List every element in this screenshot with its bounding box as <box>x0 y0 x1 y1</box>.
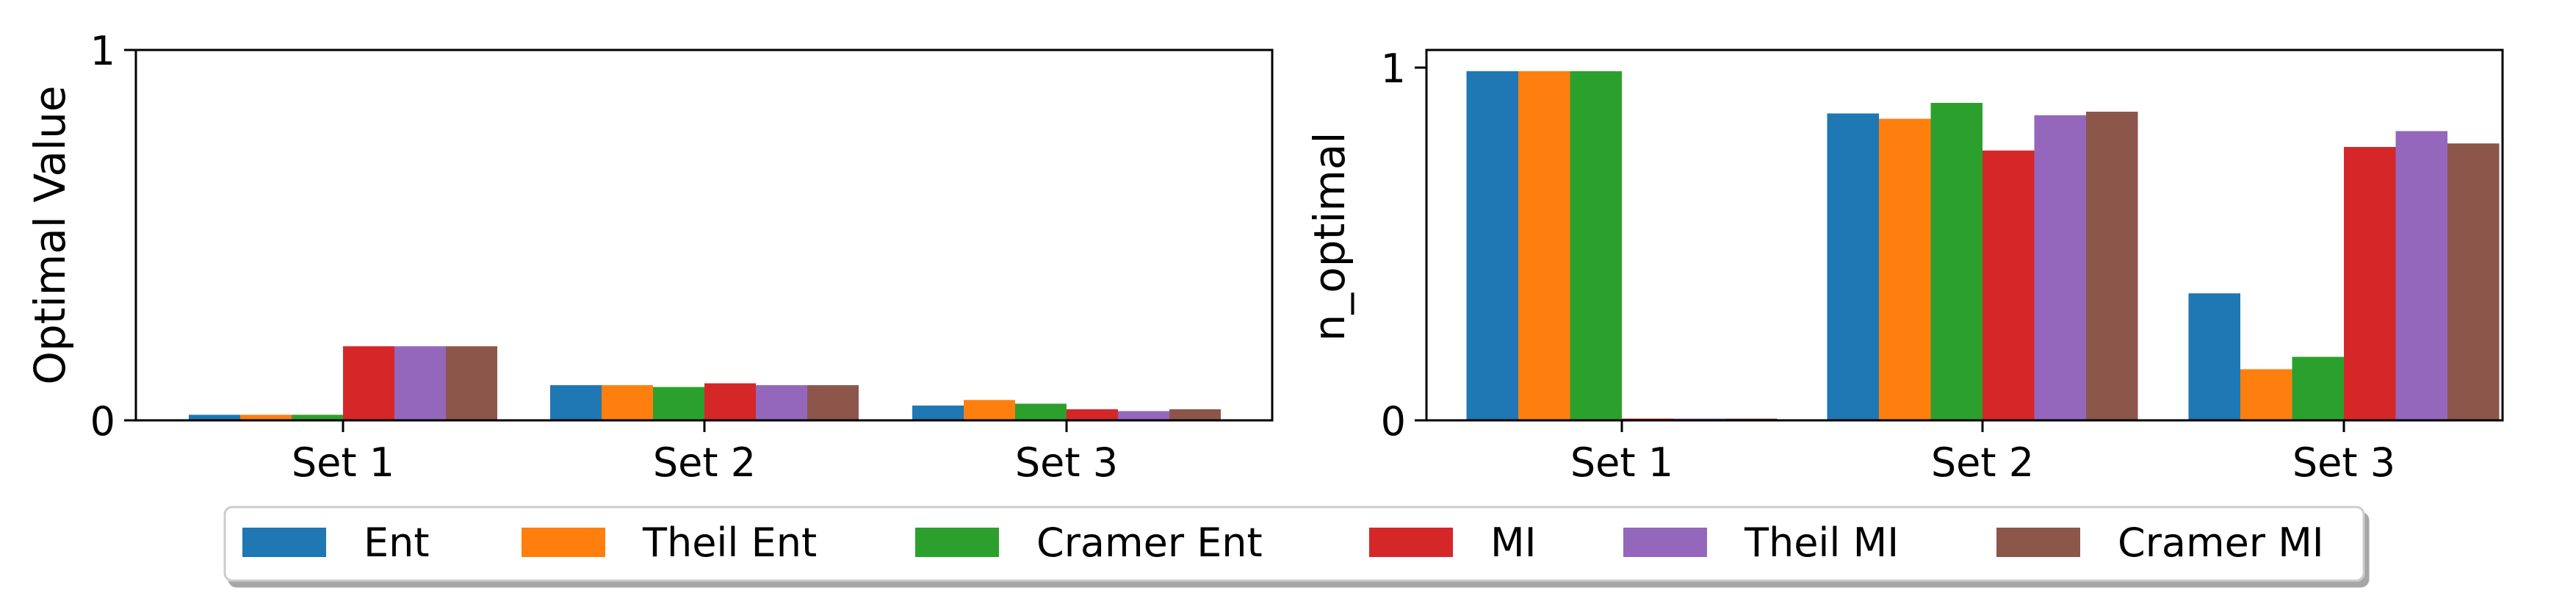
legend-label: Ent <box>364 520 430 566</box>
bar-n-optimal-ent-set-3 <box>2188 293 2240 420</box>
bar-n-optimal-cramer-ent-set-2 <box>1930 103 1982 420</box>
legend-entry-theil-mi: Theil MI <box>1623 520 1899 566</box>
legend-swatch <box>915 528 999 557</box>
optimal-value-y-label: Optimal Value <box>25 85 75 384</box>
legend-label: Theil MI <box>1744 520 1899 566</box>
bar-optimal-value-ent-set-1 <box>189 414 240 420</box>
optimal-value-bars <box>189 346 1221 420</box>
bar-n-optimal-ent-set-1 <box>1466 71 1518 421</box>
legend-label: Theil Ent <box>642 520 817 566</box>
bar-n-optimal-mi-set-2 <box>1982 150 2035 421</box>
bar-optimal-value-cramer-ent-set-1 <box>292 414 343 420</box>
bar-optimal-value-ent-set-3 <box>912 405 964 420</box>
n-optimal-bars <box>1466 71 2500 421</box>
legend-entry-theil-ent: Theil Ent <box>522 520 817 566</box>
n-optimal-x-tick-label: Set 3 <box>2292 439 2395 486</box>
legend-box <box>223 506 2365 582</box>
bar-optimal-value-cramer-mi-set-2 <box>807 385 859 420</box>
legend-swatch <box>1369 528 1453 557</box>
bar-n-optimal-theil-ent-set-1 <box>1518 71 1570 421</box>
legend-label: Cramer Ent <box>1036 520 1263 566</box>
bar-optimal-value-theil-ent-set-3 <box>964 400 1015 420</box>
legend-swatch <box>522 528 605 557</box>
bar-optimal-value-mi-set-2 <box>704 383 756 420</box>
bar-n-optimal-mi-set-3 <box>2344 147 2396 420</box>
bar-n-optimal-cramer-mi-set-3 <box>2447 143 2500 420</box>
bar-n-optimal-theil-ent-set-2 <box>1879 118 1931 420</box>
legend-entry-mi: MI <box>1369 520 1537 566</box>
bar-optimal-value-theil-mi-set-1 <box>394 346 446 420</box>
bar-optimal-value-theil-mi-set-2 <box>756 385 807 420</box>
bar-n-optimal-cramer-mi-set-2 <box>2086 112 2138 420</box>
bar-n-optimal-cramer-ent-set-3 <box>2292 356 2344 420</box>
bar-optimal-value-cramer-mi-set-1 <box>446 346 497 420</box>
legend-label: MI <box>1490 520 1537 566</box>
bar-n-optimal-theil-mi-set-3 <box>2395 131 2447 420</box>
n-optimal-plot-frame <box>1425 49 2504 422</box>
optimal-value-y-tick-label: 0 <box>90 398 115 445</box>
optimal-value-chart: 01 Set 1 Set 2 Set 3 Optimal Value <box>25 28 1274 486</box>
bar-n-optimal-ent-set-2 <box>1827 113 1879 420</box>
bar-optimal-value-cramer-ent-set-3 <box>1015 403 1067 420</box>
bar-optimal-value-ent-set-2 <box>550 385 602 420</box>
n-optimal-y-tick-label: 0 <box>1381 398 1406 445</box>
optimal-value-y-axis: 01 <box>90 28 136 445</box>
optimal-value-x-tick-label: Set 3 <box>1015 439 1118 486</box>
bar-optimal-value-theil-ent-set-1 <box>240 414 292 420</box>
chart-legend: Ent Theil Ent Cramer Ent MI Theil MI Cramer M… <box>223 506 2365 582</box>
n-optimal-y-tick-label: 1 <box>1381 46 1406 92</box>
legend-swatch <box>1996 528 2080 557</box>
n-optimal-chart: 01 Set 1 Set 2 Set 3 n_optimal <box>1305 46 2504 486</box>
legend-swatch <box>1623 528 1707 557</box>
legend-swatch <box>242 528 326 557</box>
legend-label: Cramer MI <box>2118 520 2324 566</box>
bar-n-optimal-theil-mi-set-2 <box>2034 115 2086 421</box>
bar-optimal-value-cramer-ent-set-2 <box>653 387 704 420</box>
legend-entry-cramer-mi: Cramer MI <box>1996 520 2324 566</box>
optimal-value-x-tick-label: Set 2 <box>653 439 756 486</box>
n-optimal-y-axis: 01 <box>1381 46 1426 445</box>
bar-optimal-value-mi-set-3 <box>1067 409 1118 420</box>
optimal-value-plot-frame <box>134 49 1274 422</box>
optimal-value-y-tick-label: 1 <box>90 28 115 74</box>
bar-optimal-value-theil-ent-set-2 <box>602 385 653 420</box>
bar-optimal-value-mi-set-1 <box>343 346 394 420</box>
bar-optimal-value-cramer-mi-set-3 <box>1169 409 1221 420</box>
n-optimal-x-tick-label: Set 1 <box>1570 439 1673 486</box>
bar-optimal-value-theil-mi-set-3 <box>1118 411 1169 420</box>
legend-entry-ent: Ent <box>242 520 430 566</box>
bar-n-optimal-theil-ent-set-3 <box>2240 369 2292 420</box>
optimal-value-x-tick-label: Set 1 <box>292 439 394 486</box>
n-optimal-y-label: n_optimal <box>1305 132 1354 341</box>
bar-n-optimal-cramer-ent-set-1 <box>1570 71 1622 421</box>
legend-entries: Ent Theil Ent Cramer Ent MI Theil MI Cramer M… <box>242 520 2324 566</box>
n-optimal-x-axis: Set 1 Set 2 Set 3 <box>1570 420 2395 486</box>
legend-entry-cramer-ent: Cramer Ent <box>915 520 1263 566</box>
n-optimal-x-tick-label: Set 2 <box>1931 439 2034 486</box>
optimal-value-x-axis: Set 1 Set 2 Set 3 <box>292 420 1118 486</box>
